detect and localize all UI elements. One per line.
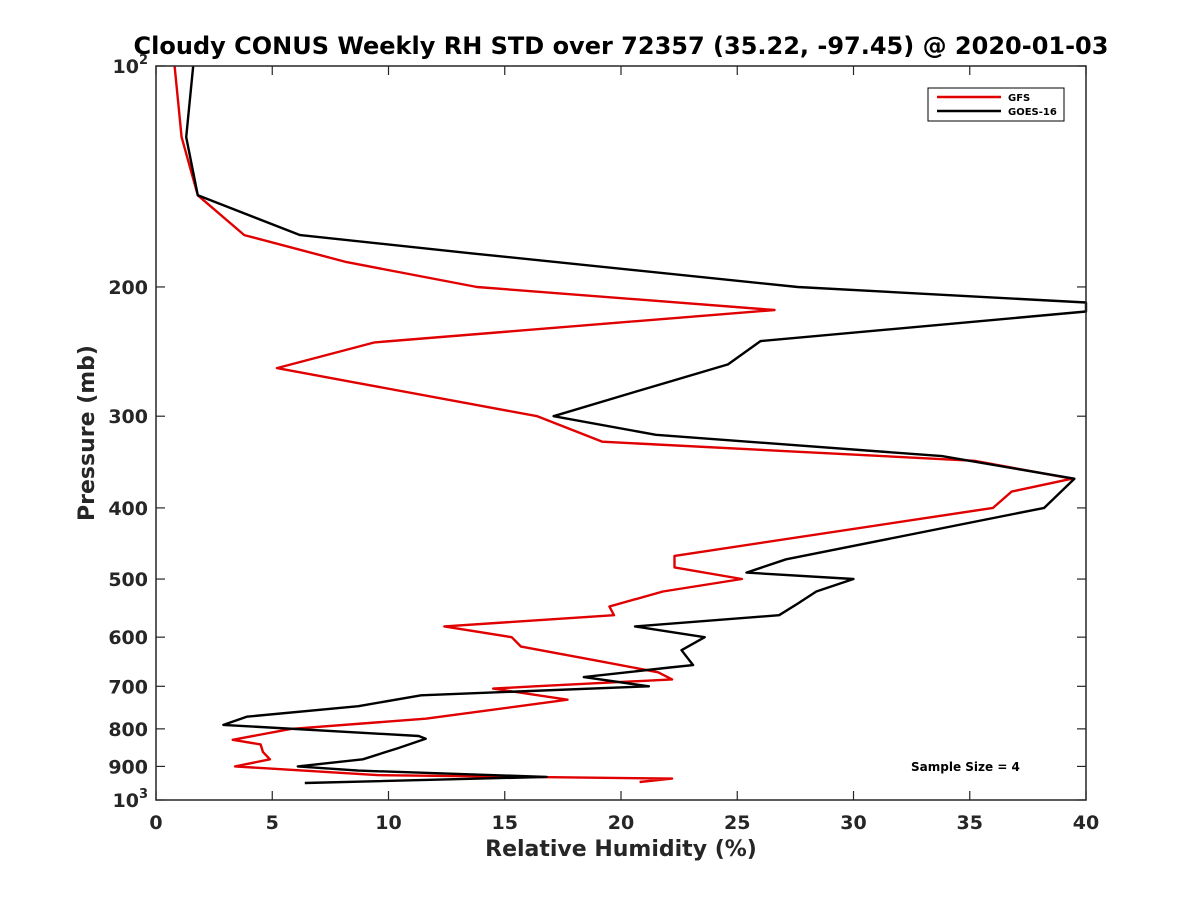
x-tick-label: 15 [492, 812, 518, 834]
legend-label: GFS [1008, 93, 1030, 104]
y-tick-label: 400 [108, 498, 148, 520]
x-tick-label: 40 [1073, 812, 1099, 834]
y-tick-label: 900 [108, 756, 148, 778]
y-tick-label: 700 [108, 676, 148, 698]
y-tick-label: 102 [113, 53, 149, 78]
chart-title: Cloudy CONUS Weekly RH STD over 72357 (3… [134, 32, 1109, 60]
y-tick-label: 500 [108, 569, 148, 591]
legend-items: GFS GOES-16 [937, 93, 1057, 118]
y-tick-labels: 102 200 300 400 500 600 700 800 900 103 [108, 53, 148, 812]
y-tick-label: 200 [108, 277, 148, 299]
sample-size-annotation: Sample Size = 4 [911, 760, 1020, 774]
x-tick-label: 35 [957, 812, 983, 834]
x-tick-label: 5 [266, 812, 279, 834]
y-tick-label: 103 [113, 787, 149, 812]
x-tick-label: 30 [840, 812, 866, 834]
legend: GFS GOES-16 [927, 87, 1065, 122]
plot-area-frame [155, 65, 1087, 801]
legend-label: GOES-16 [1008, 107, 1057, 118]
y-tick-label: 600 [108, 627, 148, 649]
x-tick-label: 20 [608, 812, 634, 834]
x-tick-label: 0 [149, 812, 162, 834]
x-tick-label: 10 [375, 812, 401, 834]
series-line-gfs [173, 65, 1074, 784]
x-axis-label: Relative Humidity (%) [485, 837, 757, 862]
x-tick-labels: 0 5 10 15 20 25 30 35 40 [149, 812, 1099, 834]
y-tick-label: 300 [108, 406, 148, 428]
x-tick-label: 25 [724, 812, 750, 834]
legend-box [927, 87, 1065, 122]
y-axis-label: Pressure (mb) [75, 345, 100, 521]
y-tick-label: 800 [108, 719, 148, 741]
